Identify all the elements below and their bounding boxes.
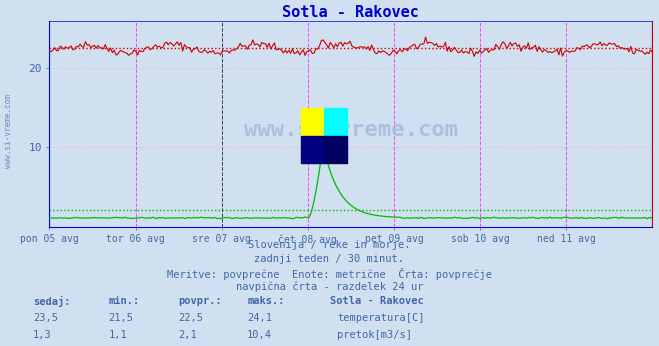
Text: 22,5: 22,5	[178, 313, 203, 323]
Text: Slovenija / reke in morje.: Slovenija / reke in morje.	[248, 240, 411, 251]
Text: maks.:: maks.:	[247, 296, 285, 306]
Text: 24,1: 24,1	[247, 313, 272, 323]
Text: 2,1: 2,1	[178, 330, 196, 340]
Text: 21,5: 21,5	[109, 313, 134, 323]
Text: 10,4: 10,4	[247, 330, 272, 340]
Text: 1,1: 1,1	[109, 330, 127, 340]
Text: www.si-vreme.com: www.si-vreme.com	[4, 94, 13, 169]
Text: 1,3: 1,3	[33, 330, 51, 340]
Text: www.si-vreme.com: www.si-vreme.com	[244, 120, 458, 140]
Text: 23,5: 23,5	[33, 313, 58, 323]
Text: Sotla - Rakovec: Sotla - Rakovec	[330, 296, 423, 306]
Bar	[324, 108, 347, 136]
Text: Meritve: povprečne  Enote: metrične  Črta: povprečje: Meritve: povprečne Enote: metrične Črta:…	[167, 268, 492, 280]
Text: zadnji teden / 30 minut.: zadnji teden / 30 minut.	[254, 254, 405, 264]
Title: Sotla - Rakovec: Sotla - Rakovec	[283, 4, 419, 20]
Text: navpična črta - razdelek 24 ur: navpična črta - razdelek 24 ur	[236, 282, 423, 292]
Text: sedaj:: sedaj:	[33, 296, 71, 307]
Bar	[324, 136, 347, 163]
Text: povpr.:: povpr.:	[178, 296, 221, 306]
Text: pretok[m3/s]: pretok[m3/s]	[337, 330, 413, 340]
Bar	[301, 136, 324, 163]
Bar	[301, 108, 324, 136]
Text: min.:: min.:	[109, 296, 140, 306]
Text: temperatura[C]: temperatura[C]	[337, 313, 425, 323]
